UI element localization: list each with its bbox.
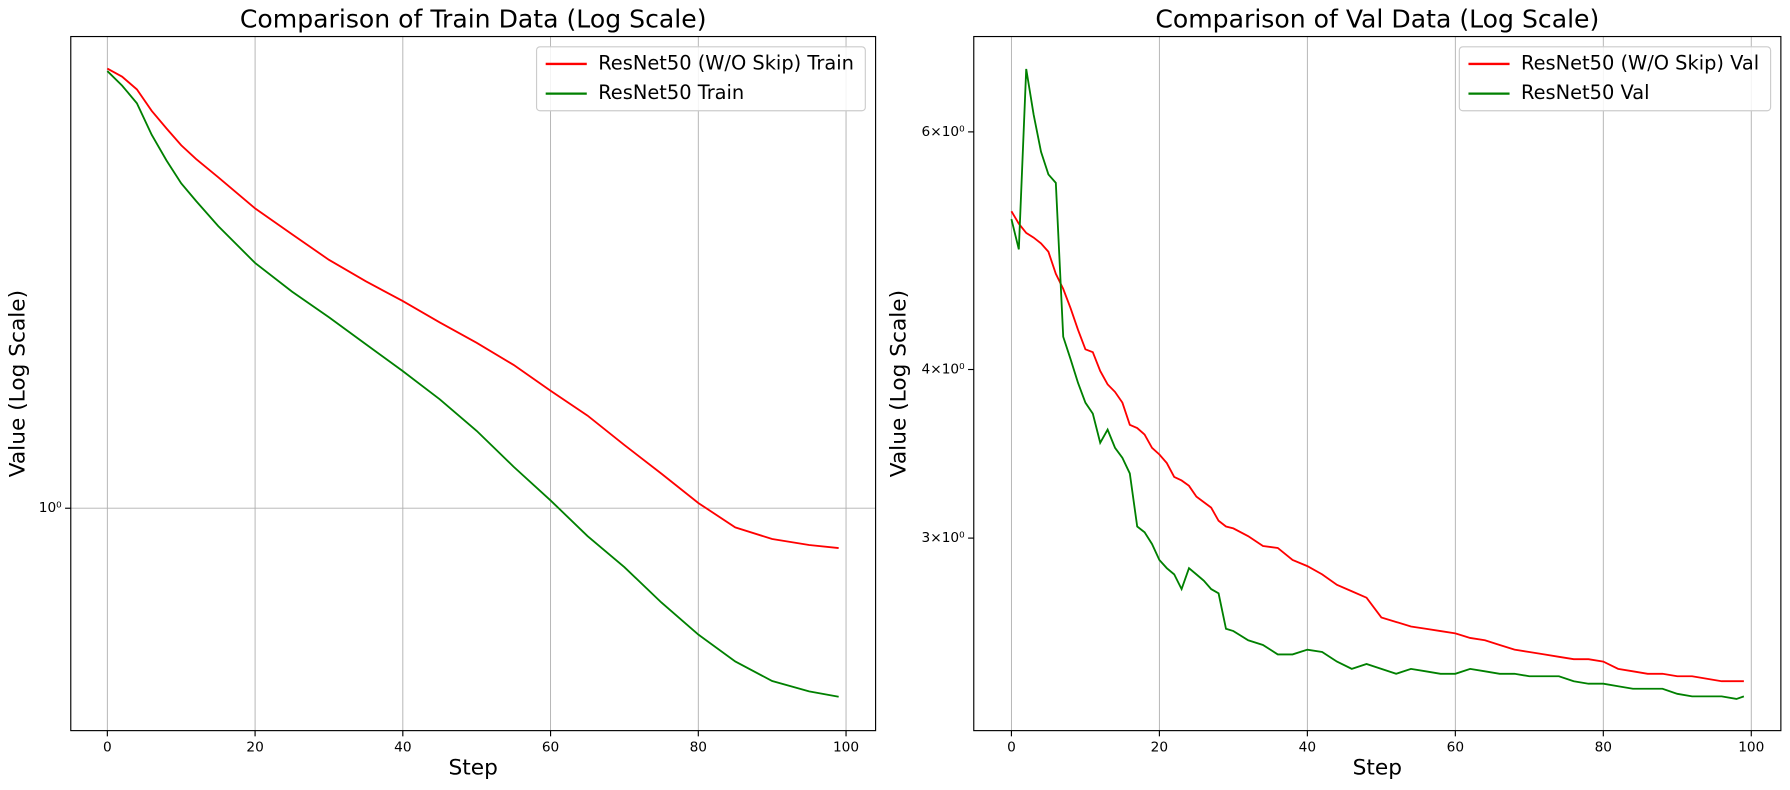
legend-box <box>535 46 866 112</box>
y-tick-label: 4×10⁰ <box>922 362 966 378</box>
x-tick-label: 0 <box>103 740 112 756</box>
legend-label: ResNet50 Val <box>1521 81 1650 104</box>
x-tick-label: 60 <box>1447 740 1464 756</box>
legend-label: ResNet50 (W/O Skip) Train <box>598 51 854 74</box>
x-axis-label: Step <box>448 755 497 780</box>
x-tick-label: 80 <box>1595 740 1612 756</box>
x-tick-label: 20 <box>246 740 263 756</box>
series-line <box>106 70 839 698</box>
legend-label: ResNet50 Train <box>598 81 744 104</box>
x-tick-label: 100 <box>1738 740 1764 756</box>
series-line <box>106 67 839 549</box>
chart-title: Comparison of Val Data (Log Scale) <box>1155 5 1599 34</box>
y-axis-label: Value (Log Scale) <box>5 290 30 477</box>
x-tick-label: 0 <box>1007 740 1016 756</box>
plot: 0 20 40 60 80 100 10⁰ Comparison of Train Data … <box>5 5 877 780</box>
x-tick-label: 100 <box>833 740 859 756</box>
x-tick-label: 20 <box>1151 740 1168 756</box>
series-line <box>1010 68 1745 700</box>
plot: 0 20 40 60 80 100 6×10⁰ 4×10⁰ 3×10⁰ Comparison of… <box>887 5 1782 780</box>
x-tick-label: 60 <box>542 740 559 756</box>
legend-label: ResNet50 (W/O Skip) Val <box>1521 51 1759 74</box>
axes-frame <box>973 35 1782 732</box>
y-tick-label: 6×10⁰ <box>922 124 966 140</box>
y-axis-label: Value (Log Scale) <box>887 290 912 477</box>
x-tick-label: 80 <box>690 740 707 756</box>
x-axis-label: Step <box>1353 755 1402 780</box>
series-line <box>1010 210 1744 683</box>
axes-frame <box>70 35 877 732</box>
y-tick-label: 3×10⁰ <box>922 530 966 546</box>
y-tick-label: 10⁰ <box>39 500 62 516</box>
legend: ResNet50 (W/O Skip) Val ResNet50 Val <box>1458 46 1772 112</box>
x-tick-label: 40 <box>394 740 411 756</box>
legend: ResNet50 (W/O Skip) Train ResNet50 Train <box>535 46 866 112</box>
chart-title: Comparison of Train Data (Log Scale) <box>240 5 707 34</box>
x-tick-label: 40 <box>1299 740 1316 756</box>
legend-box <box>1458 46 1772 112</box>
